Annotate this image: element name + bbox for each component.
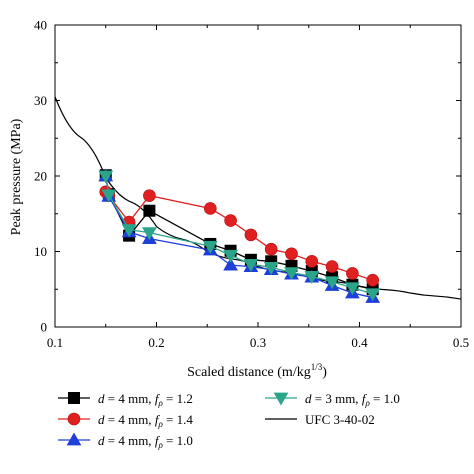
data-point-1 bbox=[285, 247, 298, 261]
data-point-1 bbox=[143, 189, 156, 202]
series-line-ufc bbox=[54, 96, 462, 300]
legend-label: d = 4 mm, fρ = 1.0 bbox=[98, 433, 193, 450]
legend-label: d = 4 mm, fρ = 1.2 bbox=[98, 391, 193, 408]
legend-label-sub: ρ bbox=[157, 419, 163, 429]
legend-label-var: f bbox=[155, 433, 161, 448]
legend-label-end: = 1.0 bbox=[163, 433, 193, 448]
data-point-1 bbox=[325, 260, 339, 273]
data-point-3 bbox=[243, 258, 259, 272]
y-tick-label: 10 bbox=[34, 244, 47, 259]
legend-label-mid: = 4 mm, bbox=[105, 412, 155, 427]
legend-label-var: f bbox=[155, 391, 161, 406]
y-tick-label: 30 bbox=[34, 93, 47, 108]
data-point-3 bbox=[202, 240, 218, 254]
legend-marker bbox=[66, 432, 82, 446]
series-group-3 bbox=[98, 170, 381, 302]
data-point-1 bbox=[366, 273, 379, 287]
legend-label: d = 4 mm, fρ = 1.4 bbox=[98, 412, 193, 429]
curve-layer bbox=[54, 96, 462, 300]
data-point-3 bbox=[345, 282, 360, 296]
data-point-1 bbox=[244, 228, 258, 242]
series-group-1 bbox=[99, 185, 379, 287]
data-point-3 bbox=[263, 261, 279, 275]
y-axis-title: Peak pressure (MPa) bbox=[9, 118, 24, 235]
axis-layer: 0.1 0.2 0.3 0.4 0.5 0 10 20 30 40 bbox=[34, 18, 469, 351]
legend-label-mid: = 4 mm, bbox=[105, 433, 155, 448]
data-point-1 bbox=[224, 214, 237, 227]
data-point-1 bbox=[264, 242, 278, 256]
legend-label-var: f bbox=[155, 412, 161, 427]
legend-label-var: d bbox=[98, 391, 105, 406]
legend: d = 4 mm, fρ = 1.2d = 4 mm, fρ = 1.4d = … bbox=[58, 391, 400, 450]
x-tick-label: 0.5 bbox=[453, 335, 469, 350]
data-point-2 bbox=[223, 257, 238, 271]
data-point-3 bbox=[304, 271, 320, 284]
series-layer bbox=[98, 168, 381, 303]
legend-label-mid: = 4 mm, bbox=[105, 391, 155, 406]
data-point-3 bbox=[324, 276, 340, 290]
legend-marker bbox=[273, 392, 289, 406]
data-point-3 bbox=[223, 249, 238, 263]
y-tick-label: 40 bbox=[34, 18, 47, 33]
series-group-0 bbox=[99, 169, 379, 296]
legend-label-var: d bbox=[98, 433, 105, 448]
y-tick-label: 0 bbox=[41, 320, 48, 335]
legend-label-sub: ρ bbox=[157, 398, 163, 408]
data-point-3 bbox=[98, 170, 114, 184]
legend-label-end: = 1.4 bbox=[163, 412, 194, 427]
legend-label: d = 3 mm, fρ = 1.0 bbox=[305, 391, 400, 408]
legend-marker bbox=[67, 412, 81, 426]
legend-label-end: = 1.0 bbox=[370, 391, 400, 406]
data-point-1 bbox=[203, 202, 217, 215]
x-tick-label: 0.1 bbox=[47, 335, 63, 350]
legend-label-sub: ρ bbox=[157, 440, 163, 450]
legend-label: UFC 3-40-02 bbox=[305, 412, 375, 427]
x-tick-label: 0.4 bbox=[351, 335, 368, 350]
x-axis-title: Scaled distance (m/kg1/3) bbox=[187, 362, 327, 380]
data-point-3 bbox=[142, 227, 157, 241]
data-point-3 bbox=[365, 288, 381, 302]
plot-frame bbox=[54, 24, 462, 328]
legend-label-var: f bbox=[362, 391, 368, 406]
data-point-1 bbox=[346, 267, 359, 280]
legend-label-sub: ρ bbox=[364, 398, 370, 408]
x-axis-title-superscript: 1/3 bbox=[311, 362, 323, 372]
data-point-3 bbox=[284, 267, 299, 281]
data-point-0 bbox=[143, 204, 156, 217]
plot-border bbox=[54, 24, 462, 328]
legend-label-var: d bbox=[98, 412, 105, 427]
legend-label-end: = 1.2 bbox=[163, 391, 193, 406]
x-tick-label: 0.2 bbox=[148, 335, 164, 350]
legend-marker bbox=[68, 392, 80, 404]
x-axis-title-main: Scaled distance (m/kg bbox=[187, 365, 311, 380]
y-tick-label: 20 bbox=[34, 169, 47, 184]
x-axis-title-end: ) bbox=[322, 365, 327, 380]
x-tick-label: 0.3 bbox=[250, 335, 266, 350]
legend-label-mid: = 3 mm, bbox=[312, 391, 362, 406]
data-point-3 bbox=[121, 224, 137, 238]
data-point-1 bbox=[305, 255, 319, 268]
legend-label-var: d bbox=[305, 391, 312, 406]
data-point-3 bbox=[101, 189, 117, 203]
